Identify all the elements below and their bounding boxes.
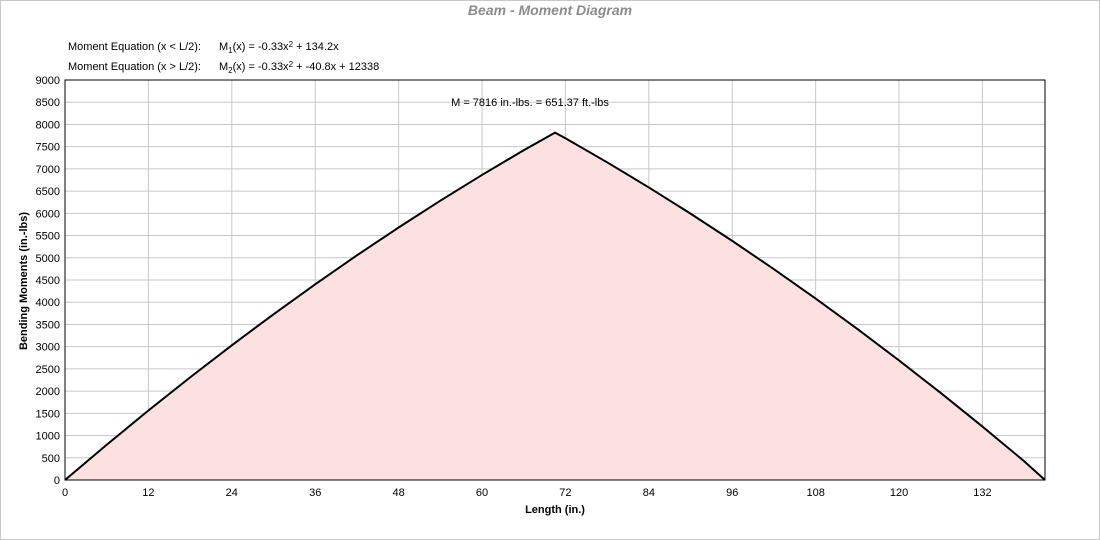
equation-label: Moment Equation (x > L/2):: [68, 61, 201, 73]
equation-part: M: [219, 61, 228, 73]
y-tick-label: 0: [54, 475, 60, 487]
y-axis-label: Bending Moments (in.-lbs): [18, 212, 30, 350]
y-tick-label: 7000: [36, 164, 60, 176]
x-tick-label: 72: [559, 487, 571, 499]
equation-part: 2: [228, 66, 233, 75]
x-tick-label: 0: [62, 487, 68, 499]
equation-part: M: [219, 41, 228, 53]
x-tick-label: 48: [392, 487, 404, 499]
x-tick-label: 24: [226, 487, 238, 499]
peak-annotation: M = 7816 in.-lbs. = 651.37 ft.-lbs: [451, 97, 609, 109]
equation-label: Moment Equation (x < L/2):: [68, 41, 201, 53]
plot-border: [64, 79, 1046, 481]
y-tick-label: 1500: [36, 408, 60, 420]
x-tick-label: 84: [643, 487, 655, 499]
y-tick-label: 9000: [36, 75, 60, 87]
x-tick-label: 120: [890, 487, 908, 499]
y-tick-label: 8000: [36, 119, 60, 131]
equation: M2(x) = -0.33x2 + -40.8x + 12338: [219, 60, 379, 75]
x-tick-label: 36: [309, 487, 321, 499]
equation: M1(x) = -0.33x2 + 134.2x: [219, 40, 339, 55]
x-tick-label: 60: [476, 487, 488, 499]
x-tick-label: 12: [142, 487, 154, 499]
y-tick-label: 5500: [36, 231, 60, 243]
equation-part: (x) = -0.33x: [233, 61, 289, 73]
x-axis-label: Length (in.): [525, 504, 585, 516]
y-tick-label: 4000: [36, 297, 60, 309]
equation-part: + 134.2x: [293, 41, 339, 53]
equation-part: 1: [228, 46, 233, 55]
y-tick-label: 2000: [36, 386, 60, 398]
y-tick-label: 4500: [36, 275, 60, 287]
y-tick-label: 7500: [36, 142, 60, 154]
y-tick-label: 3500: [36, 319, 60, 331]
x-tick-label: 132: [973, 487, 991, 499]
chart-title: Beam - Moment Diagram: [468, 2, 632, 18]
moment-line: [64, 131, 1046, 481]
y-tick-label: 3000: [36, 342, 60, 354]
equation-part: 2: [289, 60, 294, 69]
equation-part: 2: [289, 40, 294, 49]
area-fill: [65, 132, 1045, 480]
y-tick-label: 1000: [36, 431, 60, 443]
equation-part: + -40.8x + 12338: [293, 61, 379, 73]
y-tick-label: 2500: [36, 364, 60, 376]
y-tick-label: 500: [42, 453, 60, 465]
x-tick-label: 96: [726, 487, 738, 499]
equation-part: (x) = -0.33x: [233, 41, 289, 53]
y-tick-label: 5000: [36, 253, 60, 265]
y-tick-label: 6500: [36, 186, 60, 198]
y-tick-label: 6000: [36, 208, 60, 220]
y-tick-label: 8500: [36, 97, 60, 109]
x-tick-label: 108: [806, 487, 824, 499]
